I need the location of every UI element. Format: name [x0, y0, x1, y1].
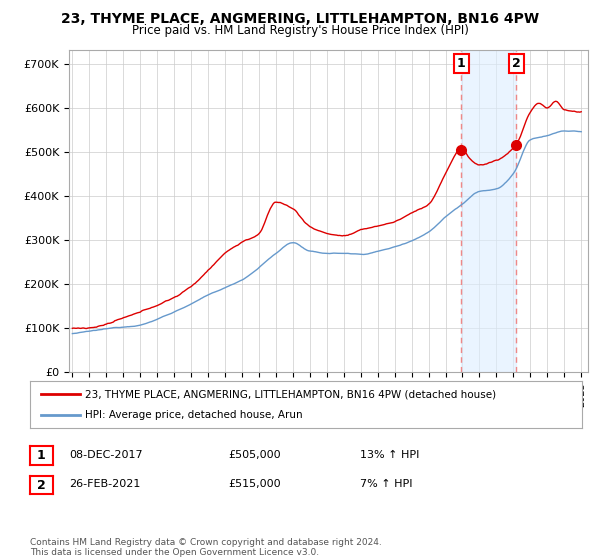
- Text: 1: 1: [37, 449, 46, 462]
- Text: £505,000: £505,000: [228, 450, 281, 460]
- Text: 2: 2: [37, 479, 46, 492]
- Text: HPI: Average price, detached house, Arun: HPI: Average price, detached house, Arun: [85, 410, 303, 420]
- Bar: [461, 50, 516, 372]
- Text: 7% ↑ HPI: 7% ↑ HPI: [360, 479, 413, 489]
- Text: Price paid vs. HM Land Registry's House Price Index (HPI): Price paid vs. HM Land Registry's House …: [131, 24, 469, 36]
- Text: £515,000: £515,000: [228, 479, 281, 489]
- Text: 26-FEB-2021: 26-FEB-2021: [69, 479, 140, 489]
- Text: 23, THYME PLACE, ANGMERING, LITTLEHAMPTON, BN16 4PW (detached house): 23, THYME PLACE, ANGMERING, LITTLEHAMPTO…: [85, 389, 496, 399]
- Text: 23, THYME PLACE, ANGMERING, LITTLEHAMPTON, BN16 4PW: 23, THYME PLACE, ANGMERING, LITTLEHAMPTO…: [61, 12, 539, 26]
- Text: Contains HM Land Registry data © Crown copyright and database right 2024.
This d: Contains HM Land Registry data © Crown c…: [30, 538, 382, 557]
- Text: 13% ↑ HPI: 13% ↑ HPI: [360, 450, 419, 460]
- Text: 2: 2: [512, 57, 520, 70]
- Text: 08-DEC-2017: 08-DEC-2017: [69, 450, 143, 460]
- Text: 1: 1: [457, 57, 466, 70]
